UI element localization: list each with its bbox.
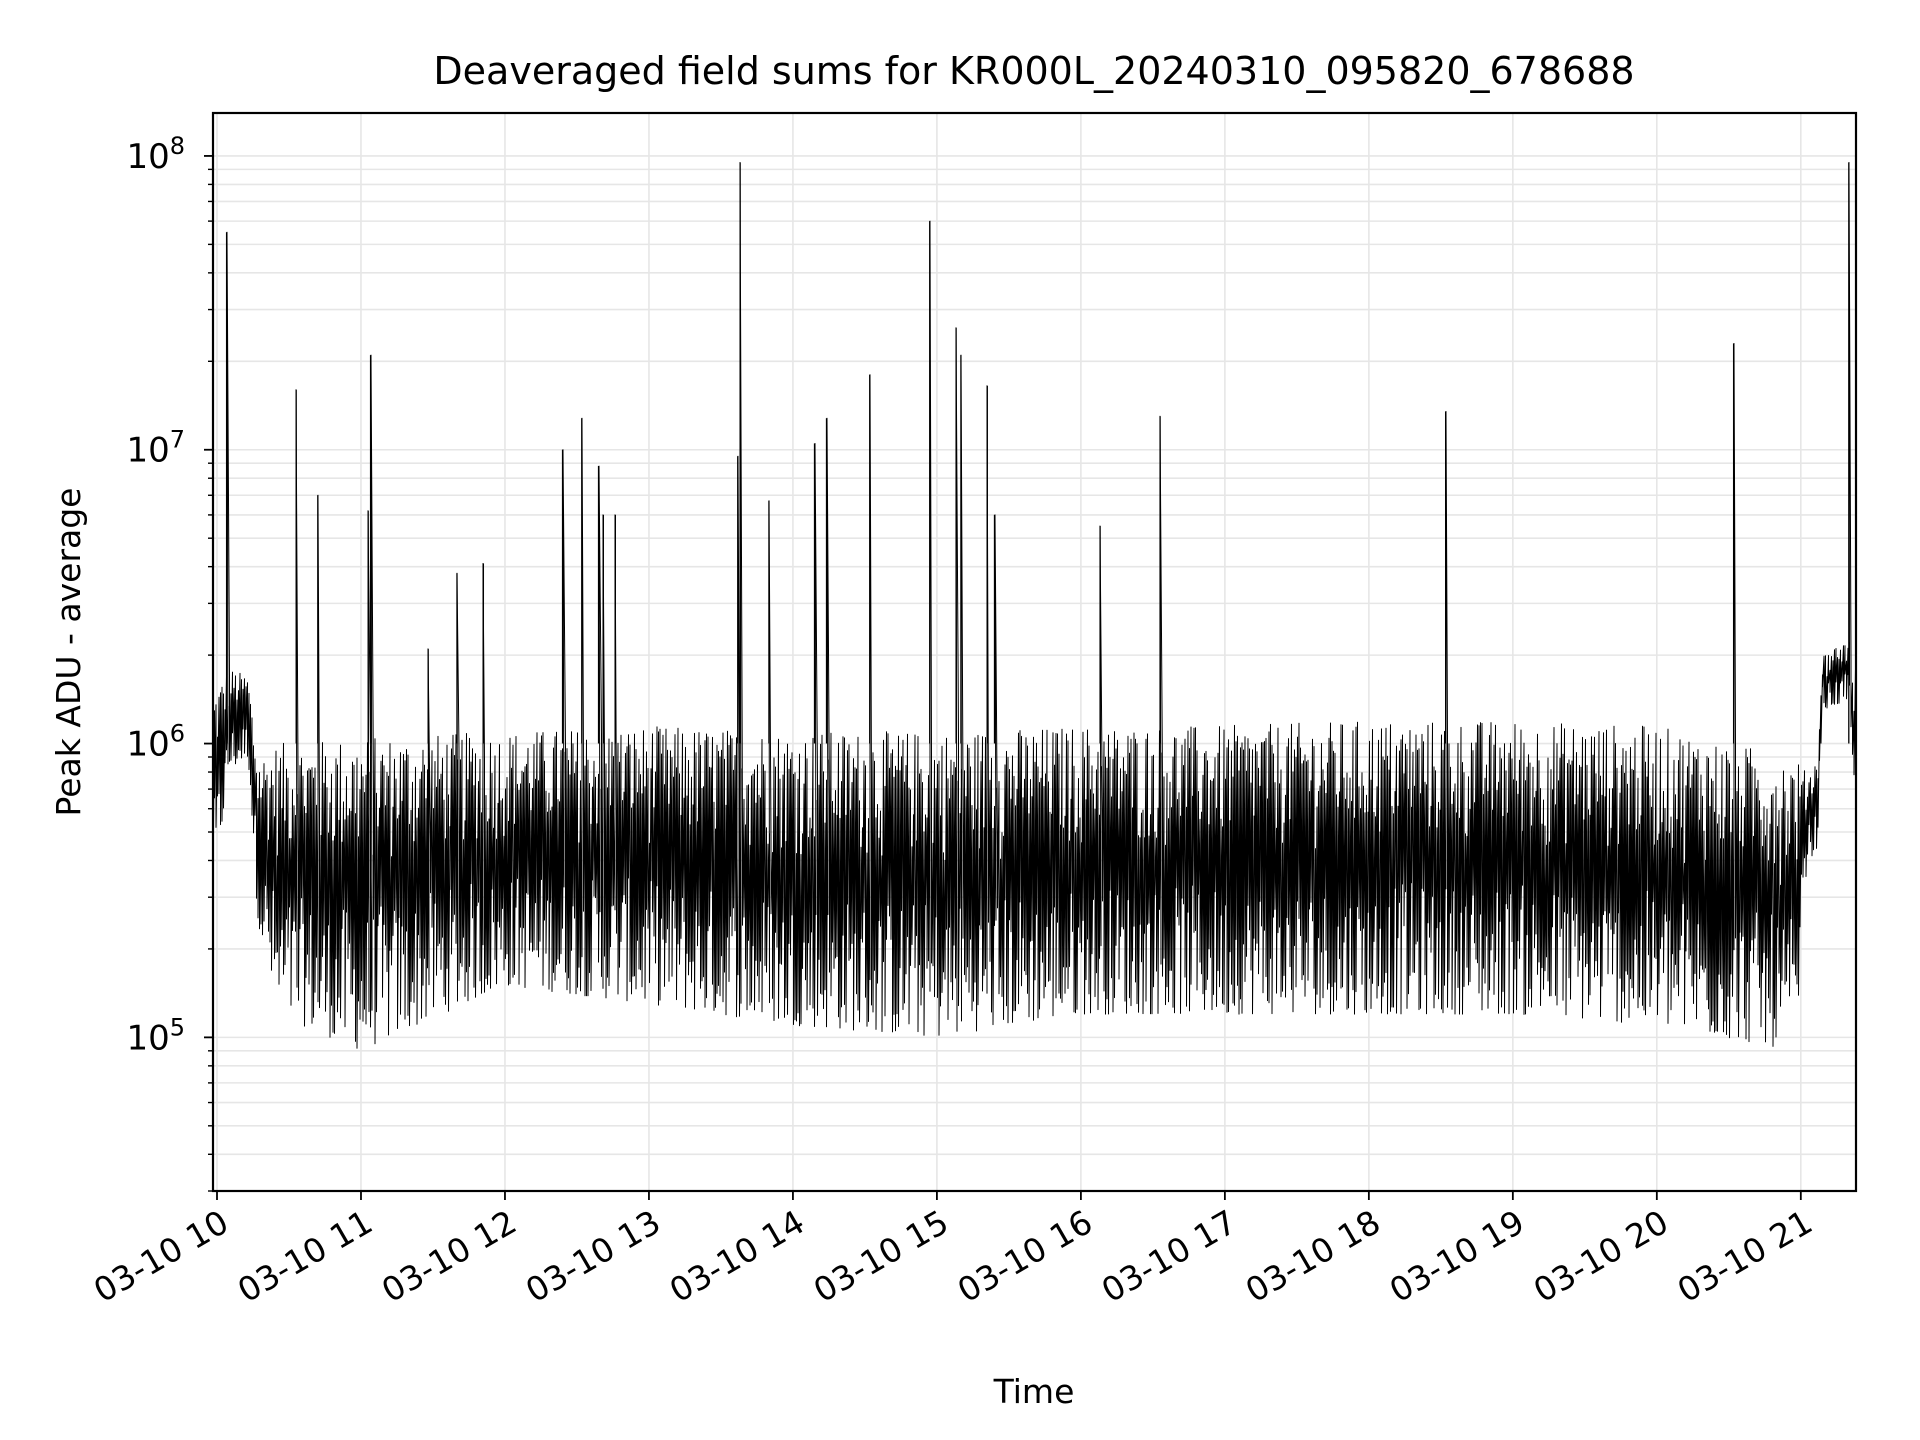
plot-frame: [211, 111, 1858, 1193]
y-tick-label: 106: [126, 720, 185, 765]
y-tick-label: 108: [126, 132, 185, 177]
y-axis-label: Peak ADU - average: [49, 488, 88, 817]
y-tick-label: 105: [126, 1013, 185, 1058]
y-axis: 105 106 107 108: [126, 132, 213, 1192]
chart-title: Deaveraged field sums for KR000L_2024031…: [433, 49, 1634, 93]
series-line: [212, 162, 1856, 1049]
y-tick-label: 107: [126, 426, 185, 471]
series-path: [212, 162, 1856, 1049]
x-axis-label: Time: [993, 1372, 1075, 1411]
